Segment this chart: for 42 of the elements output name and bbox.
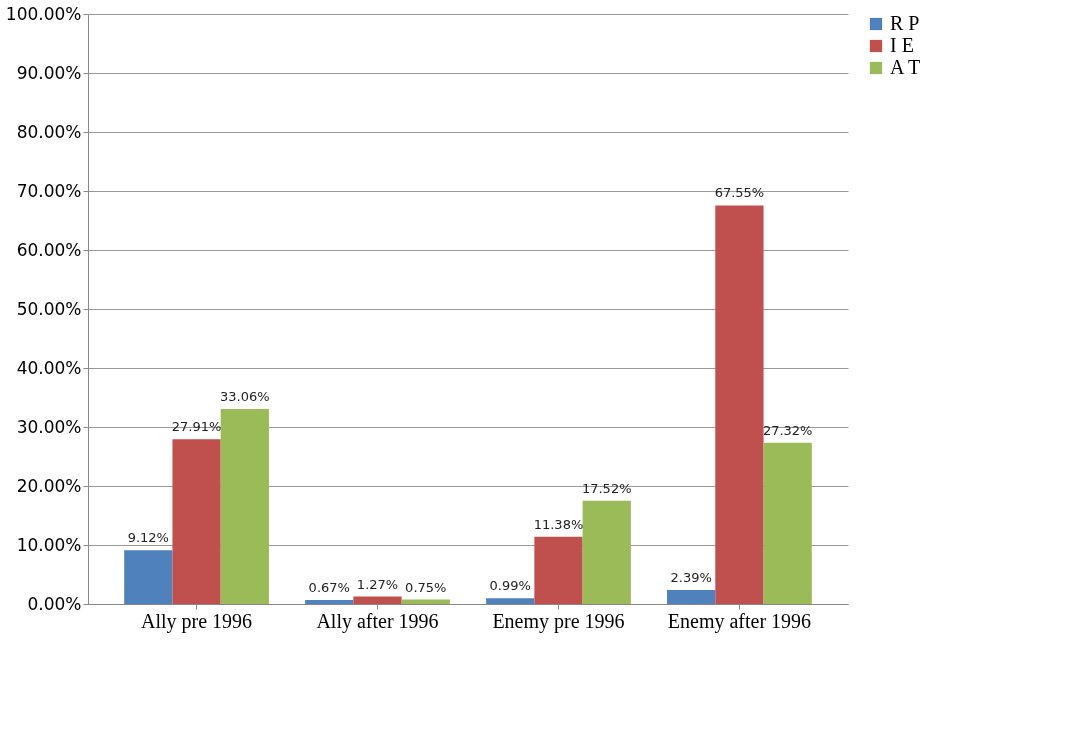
x-tick-label: Enemy after 1996 bbox=[667, 609, 812, 633]
data-label: 1.27% bbox=[356, 576, 399, 592]
legend-label: I E bbox=[890, 34, 914, 56]
y-tick-label: 0.00% bbox=[27, 593, 82, 614]
y-tick-label: 60.00% bbox=[16, 239, 82, 260]
y-tick-label: 90.00% bbox=[16, 62, 82, 83]
data-label: 33.06% bbox=[220, 388, 270, 404]
bar bbox=[667, 589, 716, 604]
bar bbox=[220, 408, 269, 604]
bar bbox=[486, 598, 535, 604]
bar bbox=[763, 442, 812, 604]
data-label: 9.12% bbox=[127, 530, 169, 546]
x-tick-label: Ally after 1996 bbox=[316, 609, 439, 633]
legend-label: A T bbox=[890, 56, 921, 78]
bar bbox=[534, 536, 583, 604]
bar bbox=[305, 600, 354, 604]
x-tick-label: Ally pre 1996 bbox=[141, 609, 253, 633]
data-label: 27.91% bbox=[171, 419, 222, 435]
bar bbox=[582, 500, 631, 604]
y-tick-label: 50.00% bbox=[16, 298, 82, 319]
y-tick-label: 30.00% bbox=[16, 416, 82, 437]
bar bbox=[353, 596, 402, 604]
data-label: 67.55% bbox=[714, 185, 765, 201]
data-label: 27.32% bbox=[762, 422, 813, 438]
y-tick-label: 70.00% bbox=[16, 180, 82, 201]
data-label: 0.67% bbox=[308, 580, 350, 596]
bar bbox=[172, 439, 221, 604]
legend-label: R P bbox=[890, 12, 920, 34]
data-label: 17.52% bbox=[581, 480, 632, 496]
y-tick-label: 40.00% bbox=[16, 357, 82, 378]
bar bbox=[715, 205, 764, 604]
data-label: 2.39% bbox=[670, 569, 712, 585]
data-label: 0.75% bbox=[405, 579, 447, 595]
x-tick-label: Enemy pre 1996 bbox=[492, 609, 625, 633]
y-tick-label: 20.00% bbox=[16, 475, 82, 496]
y-tick-label: 10.00% bbox=[16, 534, 82, 555]
data-label: 0.99% bbox=[489, 578, 531, 594]
y-tick-label: 100.00% bbox=[5, 3, 82, 24]
bar bbox=[401, 599, 450, 604]
bar bbox=[124, 550, 173, 604]
y-tick-label: 80.00% bbox=[16, 121, 82, 142]
data-label: 11.38% bbox=[533, 516, 584, 532]
